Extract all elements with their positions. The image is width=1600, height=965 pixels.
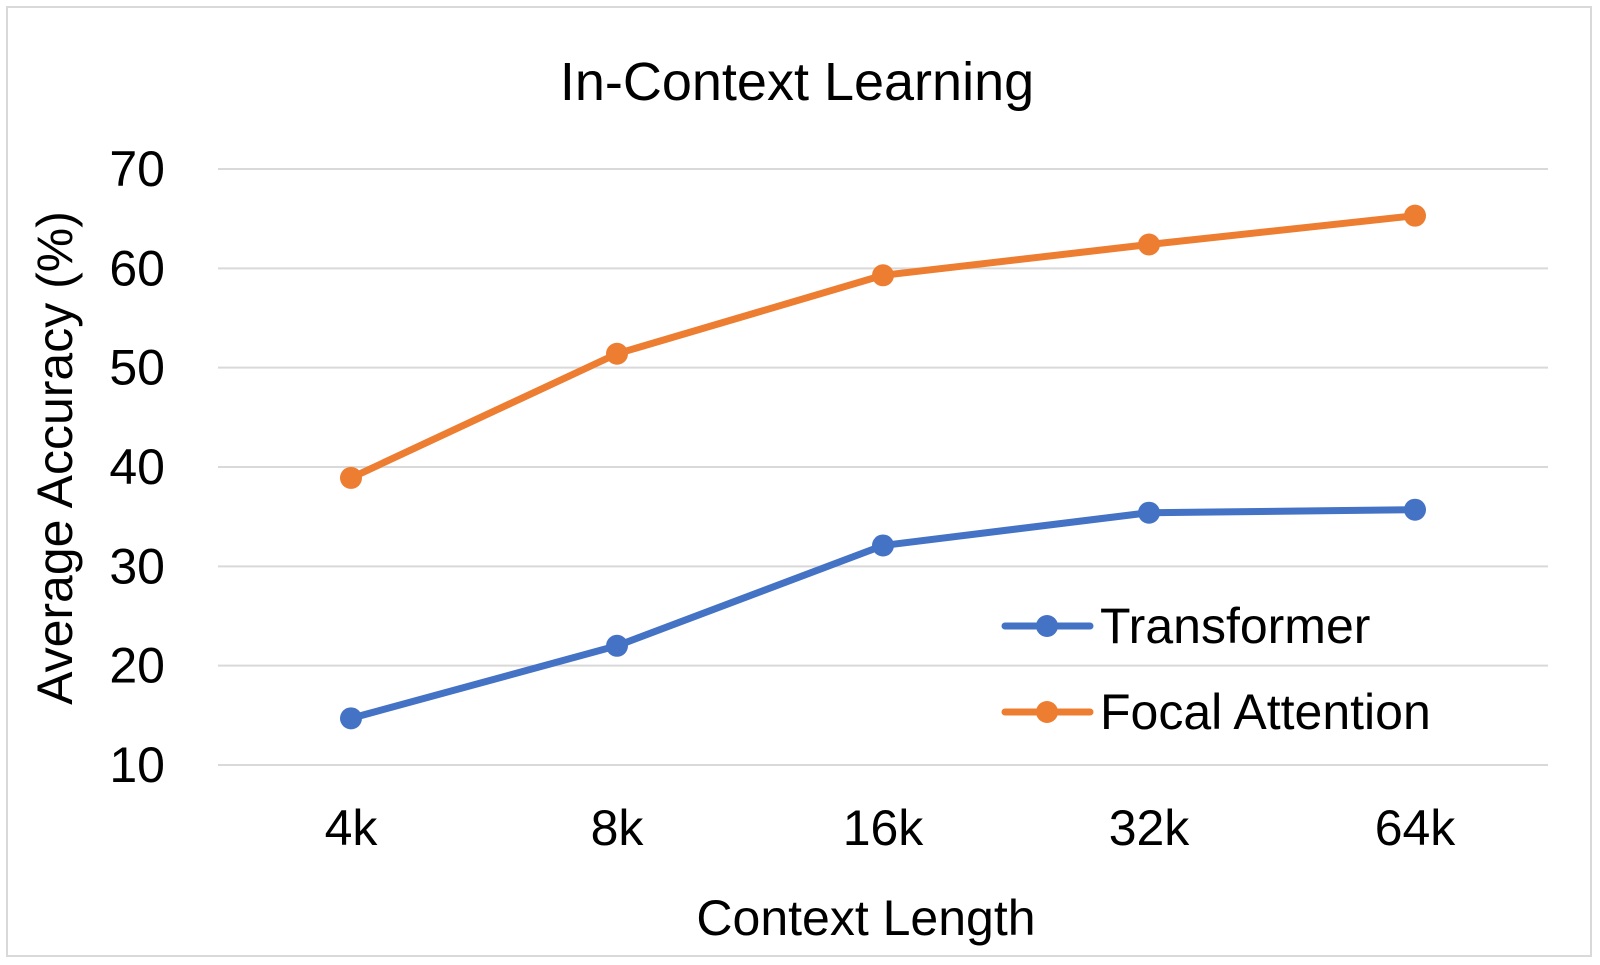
data-point xyxy=(872,534,894,557)
series-lines xyxy=(340,204,1426,730)
y-tick-label: 70 xyxy=(109,141,165,197)
legend-swatch-marker xyxy=(1036,615,1058,637)
x-axis-ticks: 4k 8k 16k 32k 64k xyxy=(325,800,1457,856)
gridlines xyxy=(218,168,1548,766)
y-tick-label: 60 xyxy=(109,240,165,296)
data-point xyxy=(1138,233,1160,256)
y-tick-label: 20 xyxy=(109,638,165,694)
y-tick-label: 40 xyxy=(109,439,165,495)
series-0 xyxy=(340,498,1426,730)
data-point xyxy=(340,707,362,730)
legend-label: Focal Attention xyxy=(1100,684,1431,740)
chart-frame xyxy=(6,6,1592,957)
y-tick-label: 10 xyxy=(109,737,165,793)
legend-item: Focal Attention xyxy=(1001,684,1431,740)
x-tick-label: 4k xyxy=(325,800,379,856)
legend-item: Transformer xyxy=(1001,598,1370,654)
data-point xyxy=(872,264,894,287)
y-axis-title: Average Accuracy (%) xyxy=(27,211,83,705)
data-point xyxy=(340,466,362,489)
y-axis-ticks: 10 20 30 40 50 60 70 xyxy=(109,141,165,793)
series-1 xyxy=(340,204,1426,489)
x-tick-label: 64k xyxy=(1375,800,1457,856)
x-tick-label: 16k xyxy=(843,800,925,856)
legend-swatch-marker xyxy=(1036,701,1058,723)
data-point xyxy=(606,634,628,657)
legend-label: Transformer xyxy=(1100,598,1370,654)
x-axis-title: Context Length xyxy=(696,890,1035,946)
y-tick-label: 30 xyxy=(109,538,165,594)
data-point xyxy=(1404,204,1426,227)
legend: Transformer Focal Attention xyxy=(1001,598,1431,740)
data-point xyxy=(606,342,628,365)
series-line xyxy=(347,212,1419,482)
y-tick-label: 50 xyxy=(109,340,165,396)
data-point xyxy=(1138,501,1160,524)
x-tick-label: 32k xyxy=(1109,800,1191,856)
chart-title: In-Context Learning xyxy=(560,52,1034,112)
x-tick-label: 8k xyxy=(591,800,645,856)
data-point xyxy=(1404,498,1426,521)
